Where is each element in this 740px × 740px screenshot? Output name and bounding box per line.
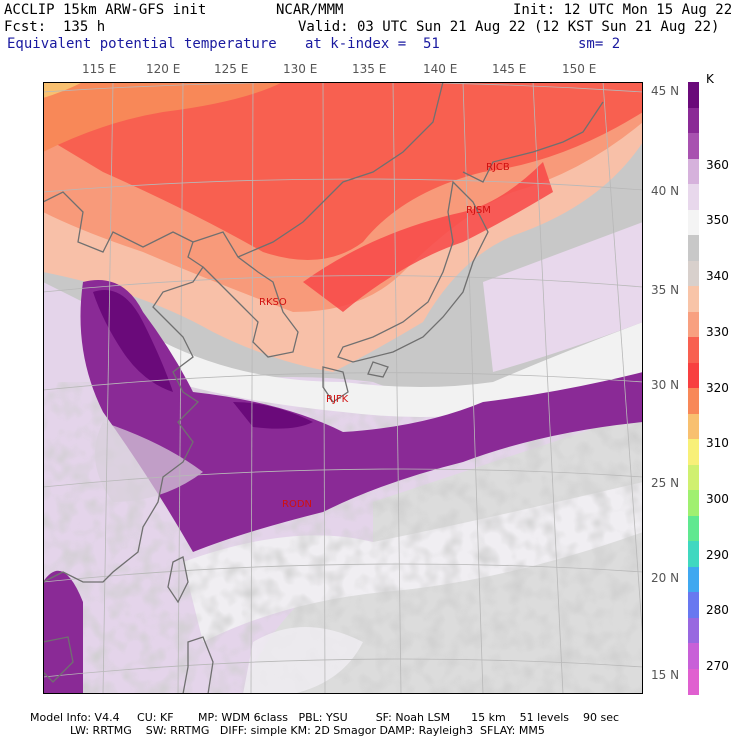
dark-purple-core-2	[233, 402, 313, 429]
colorbar-swatch	[688, 464, 699, 491]
station-label: RJCB	[486, 162, 510, 173]
coastlines	[43, 82, 604, 694]
lon-label: 115 E	[82, 62, 117, 76]
station-label: RODN	[282, 499, 312, 510]
dark-red-band	[303, 162, 553, 312]
colorbar-tick-label: 310	[706, 436, 729, 450]
colorbar-tick-label: 290	[706, 548, 729, 562]
lat-label: 25 N	[651, 476, 680, 490]
red-region	[53, 82, 643, 260]
colorbar-swatch	[688, 184, 699, 210]
lon-label: 135 E	[352, 62, 387, 76]
colorbar-swatch	[688, 82, 699, 108]
field-name: Equivalent potential temperature	[7, 36, 277, 52]
lon-label: 125 E	[214, 62, 249, 76]
colorbar-tick-label: 270	[706, 659, 729, 673]
colorbar-swatch	[688, 643, 699, 669]
forecast-hour: Fcst: 135 h	[4, 19, 106, 35]
colorbar-swatch	[688, 566, 699, 593]
colorbar-swatch	[688, 337, 699, 363]
colorbar-tick-label: 320	[706, 381, 729, 395]
colorbar-swatch	[688, 668, 699, 695]
colorbar-swatch	[688, 311, 699, 338]
map-frame	[43, 82, 643, 694]
colorbar-unit: K	[706, 72, 714, 86]
valid-time: Valid: 03 UTC Sun 21 Aug 22 (12 KST Sun …	[298, 19, 720, 35]
colorbar-tick-label: 340	[706, 269, 729, 283]
colorbar-swatch	[688, 490, 699, 516]
colorbar-swatch	[688, 133, 699, 159]
purple-tongue	[80, 280, 643, 552]
colorbar-swatch	[688, 158, 699, 185]
smoothing-label: sm= 2	[578, 36, 621, 52]
colorbar-tick-label: 330	[706, 325, 729, 339]
grey-south-of-tongue	[95, 422, 203, 502]
station-label: RJSM	[466, 205, 491, 216]
init-time: Init: 12 UTC Mon 15 Aug 22	[513, 2, 733, 18]
yellow-corner	[43, 82, 83, 98]
colorbar-tick-label: 300	[706, 492, 729, 506]
level-label: at k-index = 51	[305, 36, 440, 52]
colorbar-swatch	[688, 260, 699, 287]
lon-label: 120 E	[146, 62, 181, 76]
colorbar-swatch	[688, 388, 699, 414]
lat-label: 45 N	[651, 84, 680, 98]
station-label: RJFK	[326, 394, 349, 405]
colorbar-swatch	[688, 439, 699, 465]
colorbar-tick-label: 350	[706, 213, 729, 227]
colorbar-swatch	[688, 107, 699, 134]
lat-label: 35 N	[651, 283, 680, 297]
colorbar-swatch	[688, 617, 699, 644]
station-label: RKSO	[259, 297, 287, 308]
lat-label: 40 N	[651, 184, 680, 198]
colorbar-swatch	[688, 286, 699, 312]
org-label: NCAR/MMM	[276, 2, 344, 18]
theta-e-map	[43, 82, 643, 694]
colorbar-tick-label: 360	[706, 158, 729, 172]
lat-label: 30 N	[651, 378, 680, 392]
colorbar-swatch	[688, 413, 699, 440]
model-info-line: Model Info: V4.4 CU: KF MP: WDM 6class P…	[30, 711, 620, 724]
model-title: ACCLIP 15km ARW-GFS init	[4, 2, 207, 18]
lon-label: 140 E	[423, 62, 458, 76]
orange-region	[43, 82, 283, 152]
colorbar-swatch	[688, 515, 699, 542]
purple-southwest	[43, 570, 83, 694]
lat-label: 15 N	[651, 668, 680, 682]
colorbar-swatch	[688, 541, 699, 567]
colorbar-swatch	[688, 362, 699, 389]
lon-label: 130 E	[283, 62, 318, 76]
colorbar-tick-label: 280	[706, 603, 729, 617]
white-band-mid	[163, 322, 643, 417]
lon-label: 145 E	[492, 62, 527, 76]
physics-info-line: LW: RRTMG SW: RRTMG DIFF: simple KM: 2D …	[70, 724, 545, 737]
lon-label: 150 E	[562, 62, 597, 76]
lavender-east	[483, 222, 643, 372]
colorbar-swatch	[688, 209, 699, 236]
colorbar-swatch	[688, 235, 699, 261]
dark-purple-core	[93, 290, 173, 392]
lat-label: 20 N	[651, 571, 680, 585]
colorbar-swatch	[688, 592, 699, 618]
